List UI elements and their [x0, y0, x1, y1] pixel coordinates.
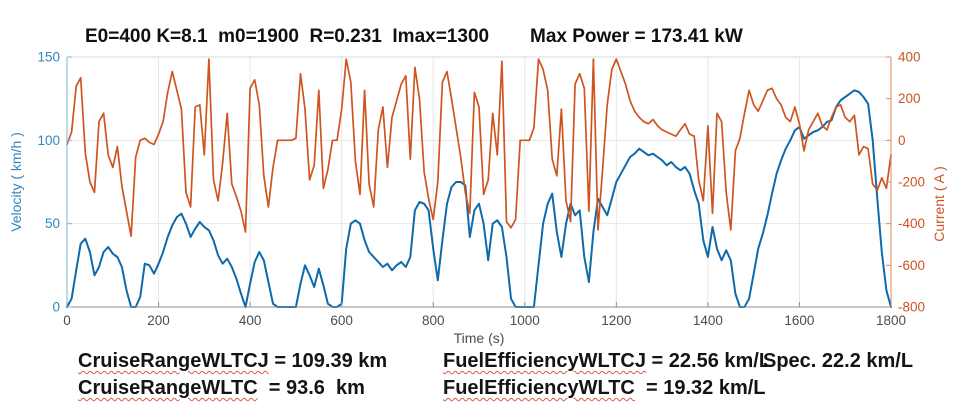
grid-lines [67, 57, 891, 307]
left-y-axis-title: Velocity ( km/h ) [8, 132, 24, 232]
velocity-series-line [66, 89, 892, 308]
result-label: CruiseRangeWLTC [78, 377, 258, 399]
result-value: = 22.56 km/L [646, 350, 772, 372]
right-y-tick-label: -600 [898, 258, 925, 273]
x-tick-label: 1600 [784, 313, 814, 328]
x-tick-label: 200 [147, 313, 170, 328]
result-label: CruiseRangeWLTCJ [78, 350, 269, 372]
plot-box [66, 56, 892, 308]
x-tick-label: 1200 [601, 313, 631, 328]
result-fuel-efficiency-wltc: FuelEfficiencyWLTC = 19.32 km/L [443, 377, 766, 400]
left-y-tick-label: 100 [37, 133, 60, 148]
right-y-tick-label: -800 [898, 300, 925, 315]
result-value: = 19.32 km/L [634, 377, 766, 399]
spec-value: Spec. 22.2 km/L [763, 350, 914, 372]
figure-title-parameters: E0=400 K=8.1 m0=1900 R=0.231 Imax=1300 [85, 26, 490, 47]
right-y-tick-label: 0 [898, 133, 906, 148]
right-y-tick-label: -400 [898, 216, 925, 231]
left-y-tick-label: 150 [37, 50, 60, 65]
right-y-axis-title: Current ( A ) [931, 166, 947, 241]
right-y-tick-label: 400 [898, 50, 921, 65]
result-value: = 93.6 km [257, 377, 365, 399]
result-value: = 109.39 km [268, 350, 388, 372]
x-tick-label: 600 [330, 313, 353, 328]
right-y-axis: -800 -600 -400 -200 0 200 400 Current ( A ) [886, 50, 947, 315]
x-tick-label: 400 [239, 313, 262, 328]
current-series-line [66, 58, 892, 238]
x-axis: 0 200 400 600 800 1000 1200 1400 1600 1800 Time (s… [63, 302, 906, 346]
result-cruise-range-wltcj: CruiseRangeWLTCJ = 109.39 km [78, 350, 387, 373]
x-tick-label: 1000 [510, 313, 540, 328]
result-fuel-efficiency-wltcj: FuelEfficiencyWLTCJ = 22.56 km/L [443, 350, 771, 373]
left-y-tick-label: 0 [52, 300, 60, 315]
result-label: FuelEfficiencyWLTC [443, 377, 635, 399]
left-y-tick-label: 50 [45, 216, 60, 231]
x-tick-label: 1800 [876, 313, 906, 328]
left-y-axis: 0 50 100 150 Velocity ( km/h ) [8, 50, 72, 315]
result-cruise-range-wltc: CruiseRangeWLTC = 93.6 km [78, 377, 365, 400]
result-label: FuelEfficiencyWLTCJ [443, 350, 646, 372]
x-tick-label: 0 [63, 313, 71, 328]
figure-title-max-power: Max Power = 173.41 kW [530, 26, 743, 47]
right-y-tick-label: 200 [898, 91, 921, 106]
right-y-tick-label: -200 [898, 175, 925, 190]
x-tick-label: 1400 [693, 313, 723, 328]
x-tick-label: 800 [422, 313, 445, 328]
x-axis-title: Time (s) [454, 330, 505, 346]
